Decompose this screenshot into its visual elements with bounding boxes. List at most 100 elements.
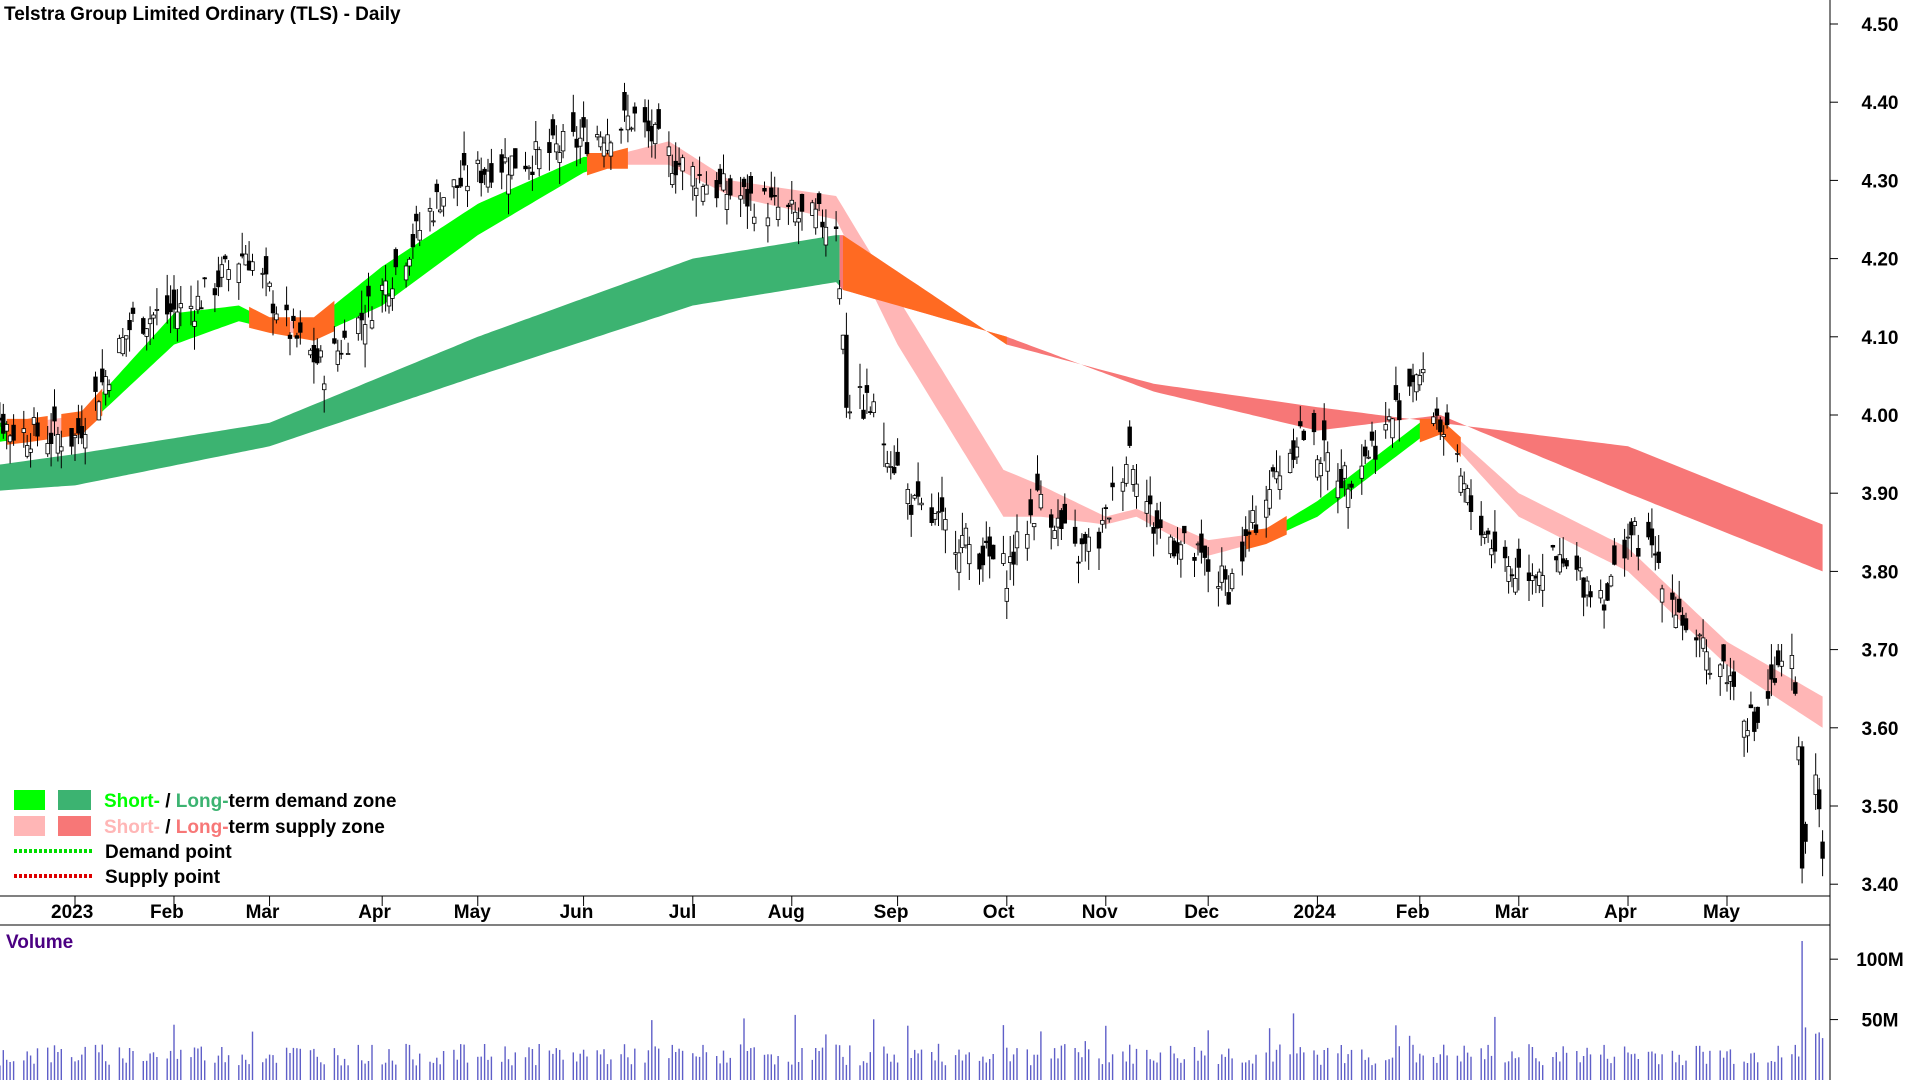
time-tick-label: Oct (983, 902, 1015, 923)
time-tick-label: Dec (1184, 902, 1219, 923)
candle-body (1287, 452, 1293, 473)
candle-body (332, 338, 337, 344)
candle-body (1820, 841, 1825, 859)
candle-body (823, 226, 829, 246)
candle-body (478, 170, 484, 184)
candle-body (915, 481, 921, 497)
time-tick-label: May (1703, 902, 1740, 923)
volume-label: Volume (6, 932, 73, 953)
candle-body (72, 434, 78, 439)
candle-body (1294, 446, 1300, 458)
candle-body (1322, 420, 1327, 441)
candle-body (83, 434, 88, 449)
candle-body (673, 160, 678, 176)
short-term-zone-demand-band (1256, 422, 1437, 543)
candle-body (1004, 588, 1009, 602)
candle-body (427, 208, 433, 212)
candle-body (1192, 557, 1197, 561)
candle-body (1335, 480, 1341, 499)
short-term-zone-transition (293, 300, 335, 341)
candle-body (1216, 586, 1221, 589)
time-tick-label: 2024 (1293, 902, 1336, 923)
candle-body (547, 142, 552, 154)
candle-body (393, 249, 398, 268)
candle-body (1673, 614, 1678, 628)
candle-body (1677, 598, 1682, 613)
time-tick-label: Feb (1396, 902, 1430, 923)
candle-body (554, 143, 559, 153)
legend-long-text: Long- (176, 817, 229, 838)
candle-body (202, 277, 207, 280)
candle-body (338, 352, 344, 355)
candle-body (1608, 575, 1614, 587)
candle-body (1253, 524, 1259, 533)
candle-body (270, 303, 276, 314)
candle-body (216, 270, 221, 288)
candle-body (1151, 527, 1156, 534)
candle-body (1629, 521, 1634, 536)
candle-body (451, 179, 457, 188)
candle-body (1601, 604, 1607, 611)
candle-body (1598, 590, 1603, 599)
candle-body (1028, 499, 1033, 516)
candle-body (871, 401, 876, 413)
candle-body (48, 432, 54, 445)
candle-body (1789, 655, 1795, 670)
candle-body (1492, 531, 1498, 552)
candle-body (1318, 463, 1323, 477)
candle-body (318, 350, 323, 358)
candle-body (1516, 548, 1521, 568)
candle-body (1062, 503, 1067, 524)
candle-body (578, 137, 583, 147)
candle-body (1731, 671, 1736, 687)
candle-body (793, 211, 798, 223)
candle-body (943, 519, 948, 531)
candle-body (963, 527, 969, 546)
zone-bands (0, 141, 1823, 728)
candle-body (513, 148, 518, 169)
candle-body (1540, 575, 1545, 591)
candle-body (1158, 519, 1163, 528)
candle-body (1127, 426, 1132, 446)
candle-body (236, 263, 241, 283)
candle-body (55, 434, 61, 454)
time-tick-label: Jul (669, 902, 696, 923)
candle-body (1110, 482, 1115, 488)
candle-body (676, 162, 682, 166)
candle-body (1622, 539, 1627, 559)
candle-body (1605, 583, 1610, 601)
candle-body (670, 172, 675, 185)
legend-zone-label: Short- / Long-term supply zone (104, 817, 385, 838)
candle-body (1530, 575, 1535, 581)
candle-body (403, 265, 409, 281)
candle-body (714, 179, 719, 199)
legend-long-text: Long- (176, 791, 229, 812)
candle-body (765, 217, 771, 227)
candle-body (1554, 556, 1559, 561)
candle-body (106, 384, 112, 391)
candle-body (499, 154, 504, 173)
candle-body (1574, 555, 1579, 570)
candle-body (1697, 634, 1702, 637)
candle-body (130, 307, 136, 314)
candle-body (1311, 412, 1317, 433)
candle-body (1096, 531, 1102, 549)
candle-body (837, 288, 842, 300)
short-supply-swatch (14, 816, 45, 836)
candle-body (574, 138, 579, 148)
candle-body (79, 425, 84, 439)
candle-body (1588, 591, 1593, 598)
candle-body (987, 536, 992, 557)
candle-body (881, 443, 887, 446)
candle-body (833, 226, 839, 229)
candle-body (345, 353, 351, 355)
price-tick-label: 4.10 (1862, 328, 1899, 349)
candle-body (728, 178, 733, 196)
price-tick-label: 4.00 (1862, 406, 1899, 427)
candle-body (287, 334, 293, 339)
candle-body (752, 216, 757, 224)
candle-body (622, 92, 627, 111)
candle-body (762, 187, 767, 192)
candle-body (885, 463, 890, 468)
legend-separator-text: / (160, 791, 176, 812)
